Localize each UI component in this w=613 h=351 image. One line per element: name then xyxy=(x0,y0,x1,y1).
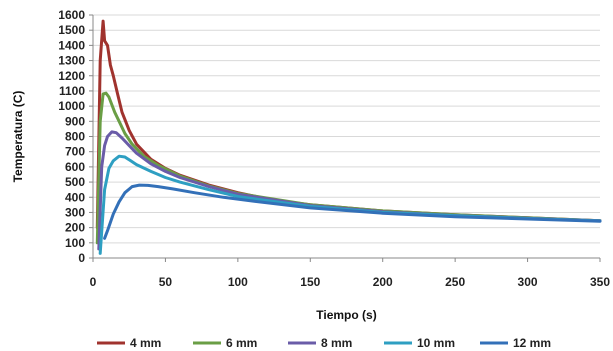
legend-label: 10 mm xyxy=(417,336,455,350)
legend-label: 8 mm xyxy=(321,336,352,350)
y-tick-label: 300 xyxy=(65,205,85,219)
x-tick-label: 250 xyxy=(445,275,465,289)
series-line xyxy=(98,154,602,255)
y-tick-label: 600 xyxy=(65,160,85,174)
y-tick-label: 1500 xyxy=(58,23,85,37)
series-lines xyxy=(95,19,602,255)
y-tick-label: 800 xyxy=(65,130,85,144)
legend: 4 mm 6 mm 8 mm 10 mm 12 mm xyxy=(97,336,551,350)
y-tick-label: 1600 xyxy=(58,8,85,22)
y-axis-title: Temperatura (C) xyxy=(11,91,25,183)
y-tick-label: 900 xyxy=(65,114,85,128)
y-tick-label: 1000 xyxy=(58,99,85,113)
x-tick-label: 0 xyxy=(90,275,97,289)
y-tick-label: 0 xyxy=(78,251,85,265)
x-tick-label: 300 xyxy=(518,275,538,289)
y-tick-label: 200 xyxy=(65,221,85,235)
y-tick-label: 1100 xyxy=(59,84,85,98)
y-tick-label: 400 xyxy=(65,190,85,204)
x-tick-label: 50 xyxy=(159,275,173,289)
x-tick-label: 200 xyxy=(373,275,393,289)
y-tick-label: 1200 xyxy=(58,69,85,83)
y-tick-label: 100 xyxy=(65,236,85,250)
y-tick-label: 700 xyxy=(65,145,85,159)
axes: 0100200300400500600700800900100011001200… xyxy=(58,8,610,289)
legend-label: 6 mm xyxy=(226,336,257,350)
x-tick-label: 150 xyxy=(300,275,320,289)
y-tick-label: 1400 xyxy=(58,38,85,52)
y-tick-label: 500 xyxy=(65,175,85,189)
x-axis-title: Tiempo (s) xyxy=(316,308,376,322)
x-tick-label: 100 xyxy=(228,275,248,289)
legend-label: 12 mm xyxy=(513,336,551,350)
series-line xyxy=(103,183,602,240)
x-tick-label: 350 xyxy=(590,275,610,289)
y-tick-label: 1300 xyxy=(58,54,85,68)
legend-label: 4 mm xyxy=(130,336,161,350)
grid-lines xyxy=(93,14,600,244)
series-line xyxy=(95,19,602,230)
